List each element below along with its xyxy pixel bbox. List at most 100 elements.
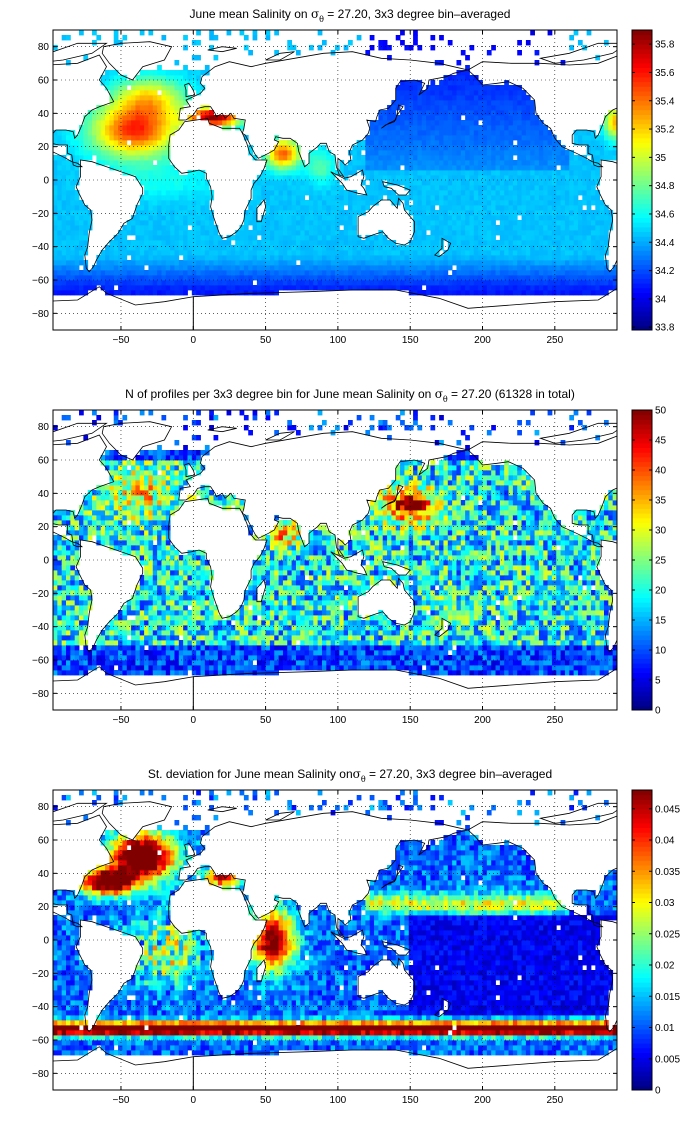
heatmap-cell — [499, 150, 505, 156]
heatmap-cell — [564, 235, 570, 241]
heatmap-cell — [287, 285, 293, 291]
heatmap-cell — [404, 105, 410, 111]
heatmap-cell — [330, 285, 336, 291]
heatmap-cell — [178, 280, 184, 286]
heatmap-cell — [126, 540, 132, 546]
heatmap-cell — [113, 105, 119, 111]
heatmap-cell — [586, 195, 592, 201]
heatmap-cell — [473, 210, 479, 216]
heatmap-cell — [551, 230, 557, 236]
heatmap-cell — [612, 270, 617, 276]
heatmap-cell — [83, 595, 89, 601]
heatmap-cell — [308, 180, 314, 186]
heatmap-cell — [113, 235, 119, 241]
heatmap-cell — [61, 550, 67, 556]
heatmap-cell — [374, 145, 379, 151]
heatmap-cell — [317, 150, 323, 156]
heatmap-cell — [421, 170, 427, 176]
heatmap-cell — [92, 265, 97, 271]
heatmap-cell — [530, 240, 535, 246]
heatmap-cell — [317, 235, 323, 241]
heatmap-cell — [118, 85, 123, 91]
heatmap-cell — [417, 250, 423, 256]
heatmap-cell — [126, 645, 132, 651]
heatmap-cell — [573, 225, 579, 231]
heatmap-cell — [387, 55, 392, 61]
heatmap-cell — [139, 130, 145, 136]
heatmap-cell — [517, 225, 522, 231]
heatmap-cell — [586, 200, 592, 206]
heatmap-cell — [447, 290, 453, 296]
heatmap-cell — [413, 140, 418, 146]
heatmap-cell — [174, 220, 180, 226]
heatmap-cell — [335, 180, 340, 186]
heatmap-cell — [530, 145, 535, 151]
heatmap-cell — [465, 130, 470, 136]
heatmap-cell — [577, 165, 583, 171]
heatmap-cell — [356, 260, 362, 266]
heatmap-cell — [582, 160, 588, 166]
heatmap-cell — [439, 205, 444, 211]
heatmap-cell — [499, 210, 505, 216]
heatmap-cell — [491, 205, 496, 211]
heatmap-cell — [274, 270, 279, 276]
heatmap-cell — [352, 245, 358, 251]
heatmap-cell — [92, 110, 97, 116]
heatmap-cell — [96, 635, 102, 641]
heatmap-cell — [113, 450, 119, 456]
heatmap-cell — [204, 210, 210, 216]
heatmap-cell — [443, 280, 449, 286]
heatmap-cell — [395, 270, 401, 276]
heatmap-cell — [57, 630, 63, 636]
heatmap-cell — [191, 85, 197, 91]
heatmap-cell — [569, 185, 575, 191]
heatmap-cell — [79, 275, 84, 281]
heatmap-cell — [556, 265, 561, 271]
heatmap-cell — [582, 250, 588, 256]
heatmap-cell — [590, 235, 596, 241]
heatmap-cell — [434, 235, 440, 241]
heatmap-cell — [417, 210, 423, 216]
heatmap-cell — [326, 155, 332, 161]
heatmap-cell — [135, 290, 141, 296]
heatmap-cell — [79, 670, 84, 676]
colorbar-segment — [632, 147, 652, 153]
heatmap-cell — [87, 660, 93, 666]
heatmap-cell — [131, 145, 136, 151]
heatmap-cell — [165, 230, 171, 236]
heatmap-cell — [83, 615, 89, 621]
heatmap-cell — [486, 195, 492, 201]
heatmap-cell — [122, 670, 128, 676]
heatmap-cell — [109, 140, 115, 146]
heatmap-cell — [96, 650, 102, 656]
heatmap-cell — [70, 185, 76, 191]
heatmap-cell — [317, 170, 323, 176]
colorbar-tick-label: 35.6 — [655, 68, 675, 79]
heatmap-cell — [343, 220, 349, 226]
heatmap-cell — [261, 240, 266, 246]
heatmap-cell — [291, 145, 297, 151]
heatmap-cell — [135, 270, 141, 276]
heatmap-cell — [161, 215, 167, 221]
heatmap-cell — [504, 210, 509, 216]
heatmap-cell — [148, 170, 154, 176]
heatmap-cell — [512, 150, 518, 156]
heatmap-cell — [131, 650, 136, 656]
heatmap-cell — [92, 40, 97, 46]
heatmap-cell — [265, 255, 271, 261]
heatmap-cell — [170, 105, 175, 111]
heatmap-cell — [131, 475, 136, 481]
heatmap-cell — [269, 265, 275, 271]
heatmap-cell — [131, 670, 136, 676]
heatmap-cell — [369, 190, 375, 196]
heatmap-cell — [261, 230, 266, 236]
heatmap-cell — [413, 185, 418, 191]
heatmap-cell — [79, 505, 84, 511]
heatmap-cell — [543, 130, 548, 136]
heatmap-cell — [126, 145, 132, 151]
heatmap-cell — [66, 620, 71, 626]
heatmap-cell — [105, 140, 110, 146]
heatmap-cell — [57, 595, 63, 601]
heatmap-cell — [170, 180, 175, 186]
heatmap-cell — [369, 235, 375, 241]
